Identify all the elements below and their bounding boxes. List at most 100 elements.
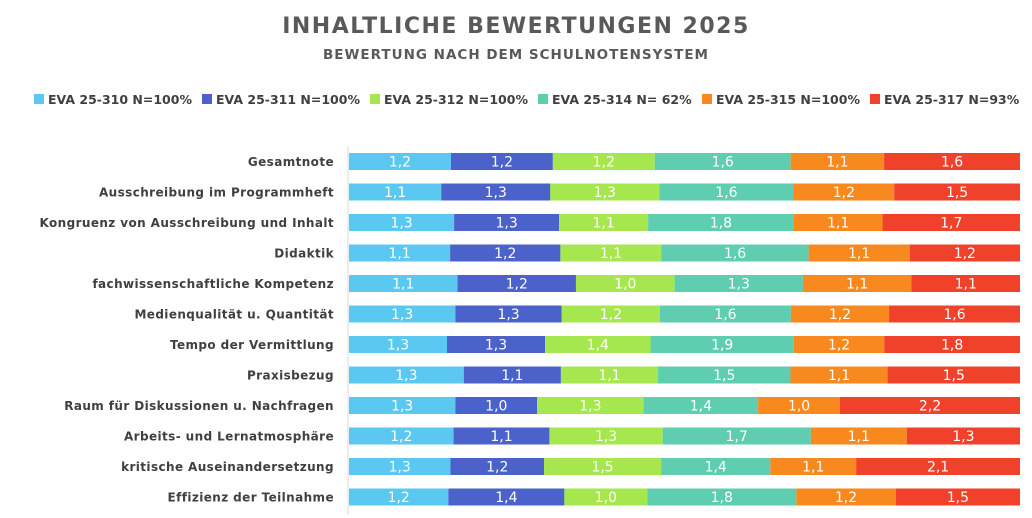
data-label: 1,2 (833, 185, 855, 201)
data-label: 1,1 (600, 246, 622, 262)
data-label: 1,4 (587, 338, 609, 354)
data-label: 1,0 (595, 490, 617, 506)
bar-segment (448, 488, 565, 506)
legend-label-1: EVA 25-310 N=100% (48, 92, 192, 107)
bar-segment (575, 275, 675, 292)
bar-segment (450, 458, 545, 475)
bar-segment (349, 244, 451, 262)
bar-segment (349, 366, 464, 384)
category-label: Kongruenz von Ausschreibung und Inhalt (40, 216, 335, 230)
legend-swatch-6 (870, 94, 880, 104)
bar-segment (545, 336, 651, 353)
data-label: 1,1 (593, 216, 615, 232)
data-label: 1,1 (384, 185, 406, 201)
bar-segment (560, 244, 662, 262)
data-label: 1,5 (946, 185, 968, 201)
data-label: 1,7 (940, 216, 962, 232)
chart-subtitle: BEWERTUNG NACH DEM SCHULNOTENSYSTEM (323, 47, 709, 63)
data-label: 1,0 (485, 399, 507, 415)
data-label: 1,3 (485, 338, 507, 354)
data-label: 1,3 (497, 307, 519, 323)
data-label: 1,3 (594, 185, 616, 201)
data-label: 1,2 (829, 307, 851, 323)
category-label: Praxisbezug (247, 369, 334, 383)
bar-segment (450, 153, 553, 170)
bar-segment (349, 275, 458, 292)
category-label: Tempo der Vermittlung (170, 338, 334, 352)
bar-segment (796, 488, 896, 506)
bar-segment (659, 183, 794, 201)
data-label: 1,3 (391, 307, 413, 323)
bar-segment (560, 366, 659, 384)
bar-segment (349, 336, 448, 353)
data-label: 1,3 (496, 216, 518, 232)
legend-label-3: EVA 25-312 N=100% (384, 92, 528, 107)
category-label: Effizienz der Teilnahme (167, 491, 334, 505)
data-label: 1,1 (828, 368, 850, 384)
bar-segment (895, 488, 1020, 506)
bar-segment (349, 488, 449, 506)
category-label: fachwissenschaftliche Kompetenz (92, 277, 334, 291)
data-label: 1,1 (392, 277, 414, 293)
bar-segment (674, 275, 803, 292)
legend-swatch-3 (370, 94, 380, 104)
data-label: 1,2 (506, 277, 528, 293)
bar-segment (810, 427, 907, 445)
bar-segment (802, 275, 912, 292)
bar-segment (658, 366, 791, 384)
data-label: 1,3 (485, 185, 507, 201)
bar-segment (790, 305, 890, 323)
category-labels: Gesamtnote Ausschreibung im Programmheft K… (40, 155, 335, 505)
data-label: 1,2 (388, 490, 410, 506)
category-label: Ausschreibung im Programmheft (99, 186, 334, 200)
bar-segment (559, 214, 649, 231)
bar-segment (349, 305, 456, 323)
data-label: 1,1 (826, 155, 848, 171)
bar-segment (441, 183, 551, 201)
bar-segment (884, 153, 1020, 170)
data-label: 1,1 (598, 368, 620, 384)
data-label: 1,8 (710, 216, 732, 232)
legend-label-4: EVA 25-314 N= 62% (552, 92, 692, 107)
bar-segment (455, 397, 538, 414)
bar-segment (659, 305, 791, 323)
bar-segment (770, 458, 857, 475)
data-label: 1,2 (389, 155, 411, 171)
bar-segment (453, 427, 550, 445)
data-label: 1,3 (390, 216, 412, 232)
legend-label-6: EVA 25-317 N=93% (884, 92, 1020, 107)
data-label: 1,3 (952, 429, 974, 445)
bar-segment (447, 336, 546, 353)
category-label: Didaktik (274, 247, 334, 261)
bar-segment (894, 183, 1020, 201)
category-label: Arbeits- und Lernatmosphäre (124, 430, 334, 444)
data-label: 1,2 (491, 155, 513, 171)
category-label: Medienqualität u. Quantität (134, 308, 334, 322)
bar-segment (648, 214, 794, 231)
bar-segment (661, 244, 809, 262)
data-label: 1,5 (943, 368, 965, 384)
data-label: 1,3 (391, 399, 413, 415)
chart-title: INHALTLICHE BEWERTUNGEN 2025 (282, 14, 750, 39)
legend-swatch-4 (538, 94, 548, 104)
data-label: 1,2 (600, 307, 622, 323)
bar-segment (839, 397, 1020, 414)
category-label: Raum für Diskussionen u. Nachfragen (64, 399, 334, 413)
bar-segment (793, 336, 885, 353)
bar-segment (654, 153, 791, 170)
data-label: 1,1 (846, 277, 868, 293)
legend-label-2: EVA 25-311 N=100% (216, 92, 360, 107)
bar-segment (544, 458, 662, 475)
bar-segment (909, 244, 1020, 262)
bar-segment (349, 214, 455, 231)
data-label: 1,1 (388, 246, 410, 262)
bar-segment (790, 153, 885, 170)
data-label: 1,8 (711, 490, 733, 506)
bar-segment (906, 427, 1020, 445)
bar-segment (349, 458, 451, 475)
data-label: 1,0 (788, 399, 810, 415)
data-label: 1,5 (591, 460, 613, 476)
bar-segment (561, 305, 660, 323)
data-label: 1,0 (614, 277, 636, 293)
